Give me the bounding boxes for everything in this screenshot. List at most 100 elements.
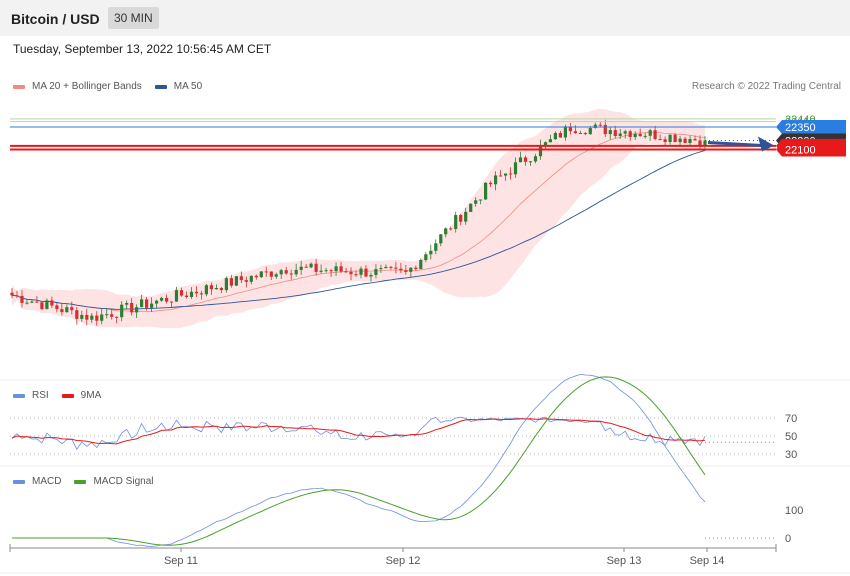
candle-body bbox=[199, 293, 204, 295]
candle-body bbox=[289, 273, 293, 275]
macd-signal-swatch bbox=[74, 479, 87, 484]
candle-body bbox=[50, 300, 54, 306]
candle-body bbox=[583, 133, 587, 135]
macd-legend: MACD MACD Signal bbox=[13, 476, 153, 487]
x-tick-label: Sep 11 bbox=[164, 555, 198, 567]
candle-body bbox=[454, 215, 458, 229]
candle-body bbox=[698, 140, 702, 147]
candle-body bbox=[603, 124, 607, 135]
candle-body bbox=[334, 266, 338, 272]
candle-body bbox=[35, 301, 39, 303]
rsi-tick-label: 30 bbox=[785, 449, 797, 461]
candle-body bbox=[284, 270, 288, 274]
candle-body bbox=[150, 303, 154, 308]
timeframe-badge[interactable]: 30 MIN bbox=[108, 7, 159, 29]
macd-tick-label: 0 bbox=[785, 533, 791, 545]
candle-body bbox=[219, 288, 223, 291]
x-tick-label: Sep 13 bbox=[607, 555, 642, 567]
candle-body bbox=[10, 292, 14, 296]
candle-body bbox=[319, 270, 323, 272]
candle-body bbox=[20, 295, 24, 303]
candle-body bbox=[359, 268, 363, 275]
candle-body bbox=[279, 270, 283, 275]
candle-body bbox=[628, 131, 632, 137]
macd-swatch bbox=[13, 479, 25, 484]
candle-body bbox=[259, 271, 263, 278]
candle-body bbox=[75, 310, 79, 319]
candle-body bbox=[160, 297, 164, 301]
candle-body bbox=[414, 267, 418, 270]
candle-body bbox=[533, 156, 538, 162]
candle-body bbox=[229, 278, 233, 286]
rsi-line bbox=[11, 416, 706, 450]
ma50-line bbox=[11, 149, 706, 310]
candle-body bbox=[309, 263, 313, 268]
candle-body bbox=[140, 299, 144, 308]
forecast-arrow-shaft bbox=[707, 141, 763, 147]
candle-body bbox=[469, 203, 473, 212]
candle-body bbox=[593, 124, 597, 128]
candle-body bbox=[179, 290, 184, 296]
candle-body bbox=[304, 266, 308, 268]
support-price-tag bbox=[776, 142, 846, 157]
candle-body bbox=[633, 133, 637, 137]
candle-body bbox=[299, 266, 303, 270]
candle-body bbox=[573, 131, 577, 134]
bollinger-legend-label: MA 20 + Bollinger Bands bbox=[32, 81, 142, 92]
rsi-ma-swatch bbox=[61, 393, 74, 398]
candle-body bbox=[384, 266, 388, 269]
candle-body bbox=[135, 307, 139, 313]
candle-body bbox=[244, 280, 248, 282]
ma50-legend-label: MA 50 bbox=[173, 81, 203, 92]
candle-body bbox=[528, 161, 533, 163]
candle-body bbox=[90, 315, 94, 320]
candle-body bbox=[155, 300, 159, 304]
rsi-legend-label: RSI bbox=[32, 390, 49, 401]
candle-body bbox=[538, 145, 543, 157]
candle-body bbox=[504, 173, 508, 176]
candle-body bbox=[274, 274, 278, 277]
candle-body bbox=[100, 314, 104, 321]
candle-body bbox=[169, 301, 174, 303]
candle-body bbox=[354, 274, 358, 276]
candle-body bbox=[494, 175, 498, 185]
candle-body bbox=[254, 275, 258, 278]
candle-body bbox=[509, 173, 513, 175]
candle-body bbox=[194, 291, 199, 294]
candle-body bbox=[484, 182, 488, 200]
candle-body bbox=[608, 130, 612, 135]
candle-body bbox=[673, 134, 677, 143]
macd-signal-line bbox=[12, 376, 706, 546]
candle-body bbox=[419, 260, 423, 270]
candle-body bbox=[165, 297, 169, 302]
candle-body bbox=[349, 271, 353, 275]
candle-body bbox=[294, 269, 298, 275]
candle-body bbox=[389, 266, 393, 268]
candle-body bbox=[474, 200, 478, 204]
candle-body bbox=[204, 285, 208, 295]
candle-body bbox=[369, 275, 373, 277]
candle-body bbox=[344, 271, 348, 273]
candle-body bbox=[394, 267, 398, 269]
candle-body bbox=[598, 124, 602, 126]
candle-body bbox=[130, 303, 134, 313]
ma50-swatch bbox=[154, 84, 167, 89]
candle-body bbox=[623, 131, 627, 134]
candle-body bbox=[613, 130, 617, 136]
candle-body bbox=[105, 314, 109, 316]
candle-body bbox=[234, 276, 238, 286]
candle-body bbox=[264, 271, 268, 273]
candle-body bbox=[668, 134, 672, 142]
rsi-swatch bbox=[13, 393, 25, 398]
candle-body bbox=[439, 234, 443, 244]
candle-body bbox=[70, 307, 74, 311]
candle-body bbox=[60, 309, 64, 313]
candle-body bbox=[80, 315, 84, 319]
candle-body bbox=[189, 291, 194, 297]
macd-tick-label: 100 bbox=[785, 505, 803, 517]
candle-body bbox=[653, 130, 657, 139]
candle-body bbox=[224, 278, 228, 291]
rsi-tick-label: 50 bbox=[785, 431, 797, 443]
candle-body bbox=[513, 162, 518, 175]
